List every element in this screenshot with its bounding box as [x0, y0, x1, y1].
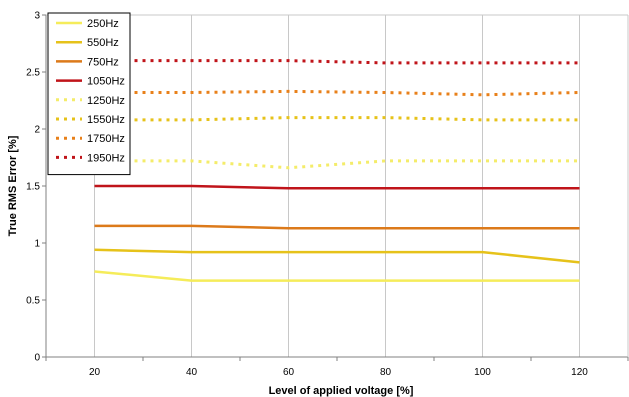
y-tick-label: 0 [34, 353, 40, 364]
series-line-1950hz [94, 59, 580, 65]
x-tick-label: 100 [474, 367, 491, 378]
legend-label: 1950Hz [87, 152, 125, 164]
series-layer [94, 59, 580, 282]
x-tick-label: 60 [283, 367, 295, 378]
y-tick-label: 1 [34, 239, 40, 250]
legend-label: 1750Hz [87, 133, 125, 145]
grid-layer [94, 15, 580, 357]
y-tick-label: 2.5 [26, 68, 40, 79]
series-line-1550hz [94, 116, 580, 122]
legend-label: 550Hz [87, 37, 119, 49]
legend-label: 1050Hz [87, 76, 125, 88]
y-tick-label: 1.5 [26, 182, 40, 193]
x-axis-title: Level of applied voltage [%] [269, 385, 414, 397]
x-tick-label: 20 [89, 367, 101, 378]
series-line-550hz [94, 248, 580, 264]
x-tick-label: 40 [186, 367, 198, 378]
legend-label: 750Hz [87, 56, 119, 68]
x-tick-label: 120 [571, 367, 588, 378]
x-tick-label: 80 [380, 367, 392, 378]
series-line-1750hz [94, 89, 580, 97]
legend-label: 1250Hz [87, 95, 125, 107]
y-tick-label: 3 [34, 11, 40, 22]
legend: 250Hz 550Hz 750Hz 1050Hz 1250Hz 1550Hz 1750Hz 1… [47, 12, 131, 176]
legend-label: 1550Hz [87, 114, 125, 126]
legend-label: 250Hz [87, 18, 119, 30]
legend-box [47, 12, 131, 176]
series-line-750hz [94, 224, 580, 230]
y-tick-label: 0.5 [26, 296, 40, 307]
y-tick-label: 2 [34, 125, 40, 136]
y-axis-title: True RMS Error [%] [7, 135, 19, 236]
series-line-1250hz [94, 159, 580, 170]
series-line-1050hz [94, 184, 580, 190]
series-line-250hz [94, 270, 580, 282]
axis-layer: 0 0.5 1 1.5 2 2.5 3 20 40 60 80 100 120 [26, 11, 629, 378]
